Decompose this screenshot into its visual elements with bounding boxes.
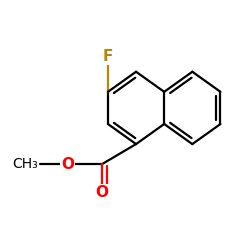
- Text: CH₃: CH₃: [12, 157, 38, 171]
- Text: O: O: [61, 157, 74, 172]
- Text: F: F: [103, 49, 113, 64]
- Text: O: O: [96, 185, 108, 200]
